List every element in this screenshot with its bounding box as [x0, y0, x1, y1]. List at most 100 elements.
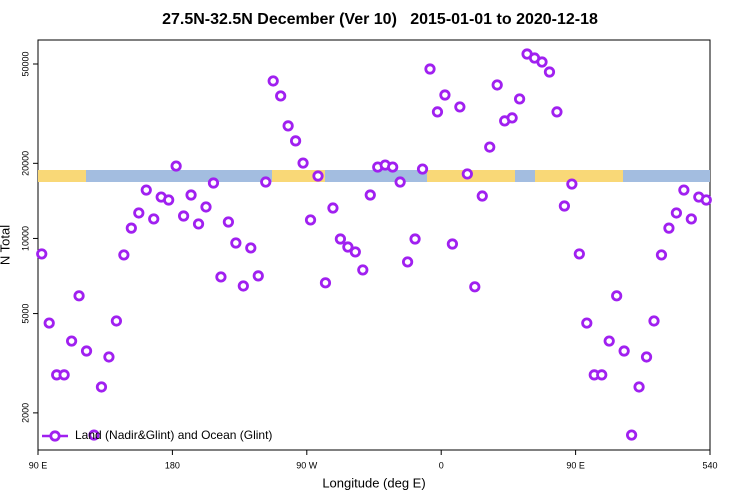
point — [118, 249, 130, 261]
point — [289, 135, 302, 147]
point — [319, 277, 332, 289]
point — [245, 242, 257, 254]
point — [648, 315, 660, 327]
x-tick-label: 90 E — [566, 460, 585, 470]
point — [327, 202, 339, 214]
point — [148, 213, 160, 225]
point — [192, 218, 205, 230]
y-tick-label: 10000 — [20, 226, 30, 251]
point — [58, 369, 70, 381]
point — [663, 222, 675, 234]
point — [43, 317, 55, 329]
point — [73, 290, 85, 302]
x-tick-label: 0 — [439, 460, 444, 470]
point — [185, 189, 197, 201]
point — [476, 190, 488, 202]
point — [409, 233, 421, 245]
point — [566, 178, 578, 190]
point — [611, 290, 623, 302]
point — [95, 381, 108, 393]
point — [215, 271, 227, 283]
point — [558, 200, 571, 212]
point — [543, 66, 556, 78]
point — [252, 270, 264, 282]
legend-marker — [49, 430, 61, 442]
x-tick-label: 540 — [702, 460, 717, 470]
point — [491, 79, 503, 91]
point — [334, 233, 346, 245]
point — [655, 249, 668, 261]
point — [312, 170, 324, 182]
y-tick-label: 5000 — [20, 304, 30, 324]
point — [416, 163, 429, 175]
point — [439, 89, 451, 101]
point — [170, 160, 182, 172]
y-tick-label: 50000 — [20, 51, 30, 76]
point — [66, 335, 78, 347]
plot-frame — [37, 39, 711, 451]
point — [700, 194, 712, 206]
point — [678, 184, 690, 196]
point — [88, 429, 100, 441]
y-tick-label: 20000 — [20, 151, 30, 176]
point — [103, 351, 115, 363]
point — [267, 75, 279, 87]
point — [461, 168, 473, 180]
point — [260, 176, 272, 188]
point — [469, 281, 481, 293]
point — [640, 351, 653, 363]
point — [140, 184, 152, 196]
point — [625, 429, 638, 441]
point — [364, 189, 376, 201]
point — [618, 345, 630, 357]
point — [237, 280, 249, 292]
point — [80, 345, 93, 357]
point — [573, 248, 585, 260]
point — [454, 101, 466, 113]
point — [536, 56, 548, 68]
x-axis-label: Longitude (deg E) — [322, 475, 425, 490]
x-tick-label: 90 E — [29, 460, 48, 470]
point — [603, 335, 615, 347]
point — [394, 176, 406, 188]
point — [110, 315, 123, 327]
point — [401, 256, 414, 268]
point — [207, 177, 220, 189]
point — [222, 216, 234, 228]
point — [670, 207, 683, 219]
point — [163, 194, 175, 206]
point — [133, 207, 145, 219]
chart-title: 27.5N-32.5N December (Ver 10) 2015-01-01… — [162, 11, 598, 28]
point — [596, 369, 608, 381]
point — [297, 157, 309, 169]
point — [282, 120, 294, 132]
point — [230, 237, 242, 249]
point — [484, 141, 496, 153]
point — [125, 222, 137, 234]
point — [387, 161, 399, 173]
point — [431, 106, 444, 118]
point — [551, 106, 563, 118]
point — [506, 112, 518, 124]
x-tick-label: 90 W — [296, 460, 318, 470]
point — [349, 246, 361, 258]
point — [200, 201, 212, 213]
band-land — [272, 170, 325, 182]
point — [178, 210, 190, 222]
point — [446, 238, 458, 250]
y-tick-label: 2000 — [20, 403, 30, 423]
y-axis-label: N Total — [0, 225, 12, 265]
x-tick-label: 180 — [165, 460, 180, 470]
point — [424, 63, 436, 75]
point — [342, 241, 354, 253]
point — [685, 213, 697, 225]
band-land — [535, 170, 623, 182]
point — [513, 93, 526, 105]
point — [357, 264, 369, 276]
point — [581, 317, 593, 329]
surface-band — [38, 170, 710, 182]
point — [36, 248, 48, 260]
point — [275, 90, 287, 102]
legend-label: Land (Nadir&Glint) and Ocean (Glint) — [75, 428, 272, 442]
